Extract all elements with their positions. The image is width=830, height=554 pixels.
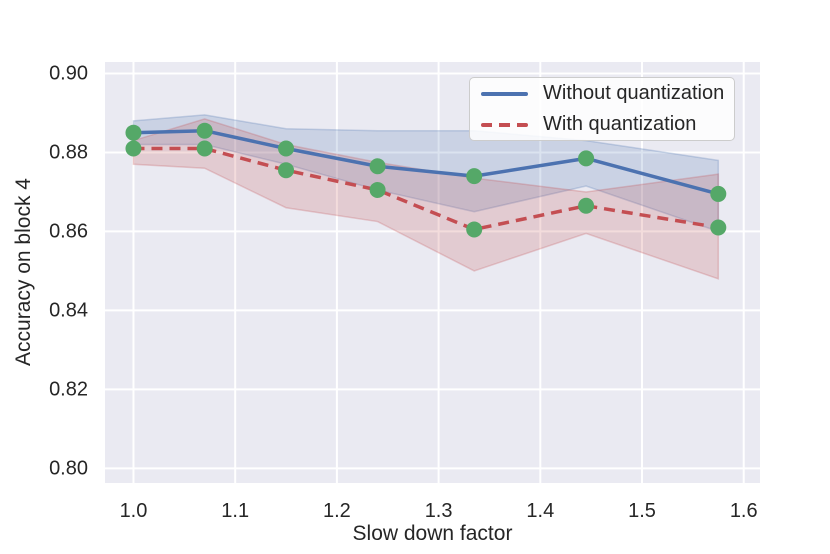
legend-item-without-quantization: Without quantization [478, 81, 726, 107]
x-tick-label: 1.0 [120, 500, 148, 522]
legend-item-with-quantization: With quantization [478, 112, 726, 138]
data-point-marker-without-quantization [278, 140, 295, 157]
data-point-marker-without-quantization [578, 150, 595, 167]
y-tick-label: 0.88 [49, 141, 88, 163]
data-point-marker-without-quantization [196, 122, 213, 139]
y-tick-label: 0.82 [49, 378, 88, 400]
data-point-marker-with-quantization [278, 162, 295, 179]
data-point-marker-without-quantization [125, 124, 142, 141]
y-tick-label: 0.90 [49, 62, 88, 84]
y-tick-label: 0.84 [49, 299, 88, 321]
data-point-marker-with-quantization [196, 140, 213, 157]
legend-label: With quantization [543, 113, 697, 135]
x-tick-label: 1.4 [526, 500, 554, 522]
y-tick-label: 0.80 [49, 457, 88, 479]
data-point-marker-with-quantization [710, 219, 727, 236]
y-tick-label: 0.86 [49, 220, 88, 242]
data-point-marker-with-quantization [125, 140, 142, 157]
x-tick-label: 1.5 [628, 500, 656, 522]
x-tick-label: 1.6 [730, 500, 758, 522]
confidence-band-with-quantization [132, 118, 720, 280]
data-point-marker-without-quantization [369, 158, 386, 175]
data-point-marker-without-quantization [466, 168, 483, 185]
x-tick-label: 1.1 [221, 500, 249, 522]
data-point-marker-with-quantization [578, 197, 595, 214]
x-tick-label: 1.3 [425, 500, 453, 522]
legend-label: Without quantization [543, 82, 725, 104]
legend-solid-line-sample [481, 91, 528, 96]
x-tick-label: 1.2 [323, 500, 351, 522]
y-axis-label: Accuracy on block 4 [12, 178, 35, 366]
x-axis-label: Slow down factor [352, 522, 513, 545]
data-point-marker-with-quantization [466, 221, 483, 238]
data-point-marker-without-quantization [710, 185, 727, 202]
legend-dashed-line-sample [481, 122, 528, 127]
data-point-marker-with-quantization [369, 181, 386, 198]
legend: Without quantization With quantization [469, 77, 735, 141]
